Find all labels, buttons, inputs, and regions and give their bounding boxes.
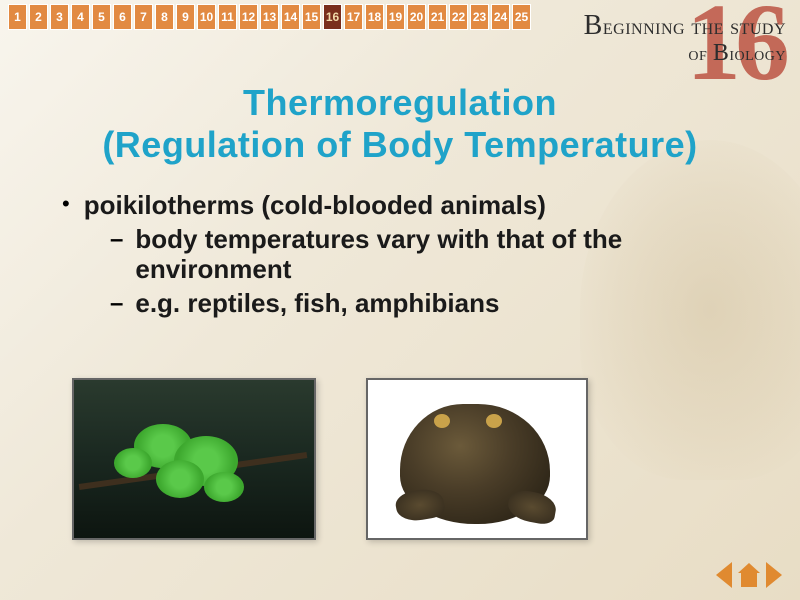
ruler-chapter-9[interactable]: 9 xyxy=(176,4,195,30)
ruler-chapter-19[interactable]: 19 xyxy=(386,4,405,30)
ruler-chapter-23[interactable]: 23 xyxy=(470,4,489,30)
ruler-chapter-5[interactable]: 5 xyxy=(92,4,111,30)
ruler-chapter-10[interactable]: 10 xyxy=(197,4,216,30)
image-frame-left xyxy=(72,378,316,540)
title-line-1: Thermoregulation xyxy=(60,82,740,124)
prev-slide-button[interactable] xyxy=(716,562,732,588)
brand-line-1: Beginning the study xyxy=(486,10,786,42)
ruler-chapter-13[interactable]: 13 xyxy=(260,4,279,30)
ruler-chapter-4[interactable]: 4 xyxy=(71,4,90,30)
brand-line-2: of Biology xyxy=(486,40,786,67)
ruler-chapter-25[interactable]: 25 xyxy=(512,4,531,30)
bullet-text: body temperatures vary with that of the … xyxy=(135,225,740,285)
home-button[interactable] xyxy=(738,563,760,587)
ruler-chapter-20[interactable]: 20 xyxy=(407,4,426,30)
slide-title: Thermoregulation (Regulation of Body Tem… xyxy=(60,82,740,166)
ruler-chapter-24[interactable]: 24 xyxy=(491,4,510,30)
title-line-2: (Regulation of Body Temperature) xyxy=(60,124,740,166)
bullet-level1: • poikilotherms (cold-blooded animals) xyxy=(62,190,740,221)
ruler-chapter-6[interactable]: 6 xyxy=(113,4,132,30)
ruler-chapter-14[interactable]: 14 xyxy=(281,4,300,30)
ruler-chapter-15[interactable]: 15 xyxy=(302,4,321,30)
ruler-chapter-22[interactable]: 22 xyxy=(449,4,468,30)
ruler-chapter-17[interactable]: 17 xyxy=(344,4,363,30)
frog-image xyxy=(368,380,586,538)
snake-image xyxy=(74,380,314,538)
ruler-chapter-11[interactable]: 11 xyxy=(218,4,237,30)
ruler-chapter-2[interactable]: 2 xyxy=(29,4,48,30)
slide-content: • poikilotherms (cold-blooded animals) –… xyxy=(62,190,740,323)
bullet-text: poikilotherms (cold-blooded animals) xyxy=(84,190,546,221)
slide-nav-controls xyxy=(716,562,782,588)
bullet-dot-icon: • xyxy=(62,190,70,221)
image-row xyxy=(72,378,588,540)
ruler-chapter-1[interactable]: 1 xyxy=(8,4,27,30)
bullet-dash-icon: – xyxy=(110,289,123,319)
next-slide-button[interactable] xyxy=(766,562,782,588)
bullet-level2: – e.g. reptiles, fish, amphibians xyxy=(110,289,740,319)
ruler-chapter-7[interactable]: 7 xyxy=(134,4,153,30)
bullet-text: e.g. reptiles, fish, amphibians xyxy=(135,289,499,319)
image-frame-right xyxy=(366,378,588,540)
ruler-chapter-18[interactable]: 18 xyxy=(365,4,384,30)
ruler-chapter-8[interactable]: 8 xyxy=(155,4,174,30)
ruler-chapter-12[interactable]: 12 xyxy=(239,4,258,30)
chapter-ruler-nav: 1234567891011121314151617181920212223242… xyxy=(8,4,531,30)
chapter-brand-block: 16 Beginning the study of Biology xyxy=(486,10,786,67)
bullet-dash-icon: – xyxy=(110,225,123,285)
ruler-chapter-21[interactable]: 21 xyxy=(428,4,447,30)
ruler-chapter-16[interactable]: 16 xyxy=(323,4,342,30)
bullet-level2: – body temperatures vary with that of th… xyxy=(110,225,740,285)
ruler-chapter-3[interactable]: 3 xyxy=(50,4,69,30)
